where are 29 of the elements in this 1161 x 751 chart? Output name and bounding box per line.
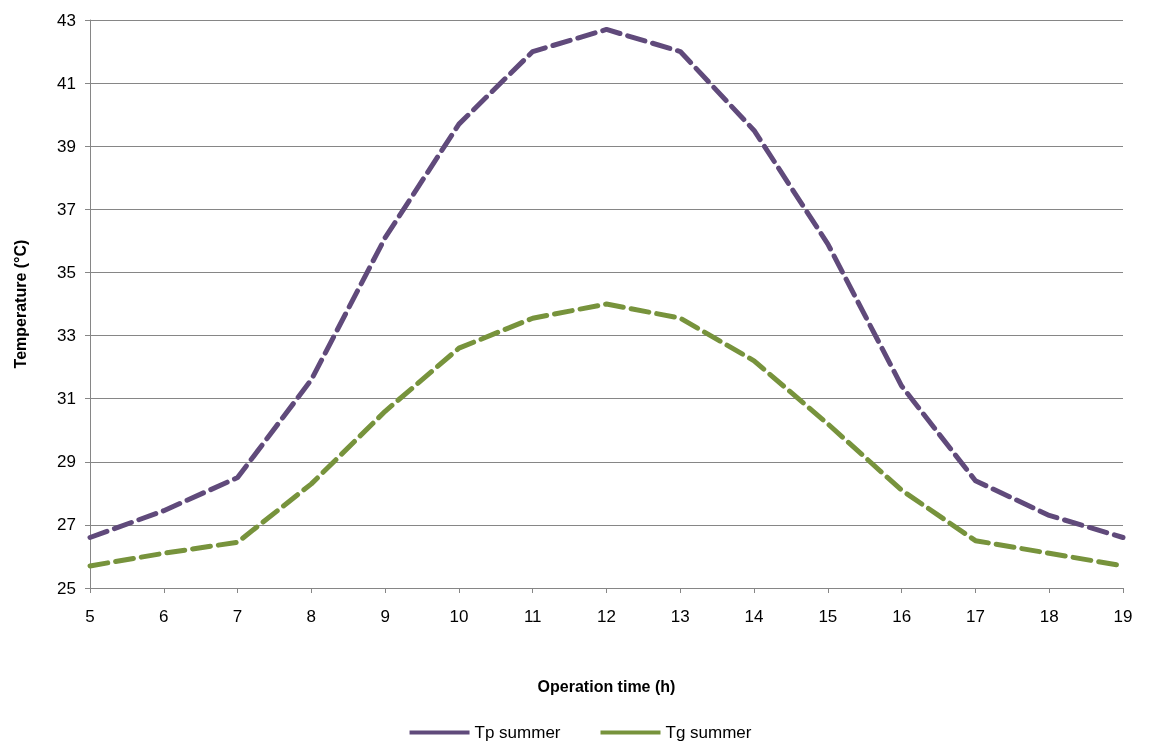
y-tick-label: 41 [57, 73, 76, 93]
x-tick-label: 17 [965, 607, 985, 626]
legend-label: Tg summer [665, 723, 752, 742]
x-tick-label: 10 [449, 607, 469, 626]
x-tick-label: 5 [85, 607, 95, 626]
y-tick-label: 39 [57, 136, 76, 156]
x-tick-label: 12 [597, 607, 616, 626]
y-tick-label: 37 [57, 199, 76, 219]
y-tick-label: 31 [57, 389, 76, 409]
legend-label: Tp summer [474, 723, 561, 742]
y-tick-label: 35 [57, 262, 76, 282]
y-tick-label: 27 [57, 515, 76, 535]
y-tick-label: 25 [57, 578, 76, 598]
x-tick-label: 6 [159, 607, 169, 626]
x-tick-label: 9 [380, 607, 390, 626]
x-tick-label: 13 [670, 607, 690, 626]
y-axis-title: Temperature (°C) [11, 239, 29, 369]
y-tick-label: 33 [57, 326, 76, 346]
y-tick-label: 29 [57, 452, 76, 472]
x-tick-label: 16 [892, 607, 912, 626]
x-tick-label: 11 [523, 607, 542, 626]
x-tick-label: 15 [818, 607, 838, 626]
x-tick-label: 8 [306, 607, 317, 626]
x-tick-label: 18 [1039, 607, 1059, 626]
x-axis-title: Operation time (h) [537, 677, 676, 695]
x-tick-label: 19 [1113, 607, 1133, 626]
x-tick-label: 14 [744, 607, 764, 626]
y-tick-label: 43 [57, 10, 76, 30]
x-tick-label: 7 [232, 607, 243, 626]
